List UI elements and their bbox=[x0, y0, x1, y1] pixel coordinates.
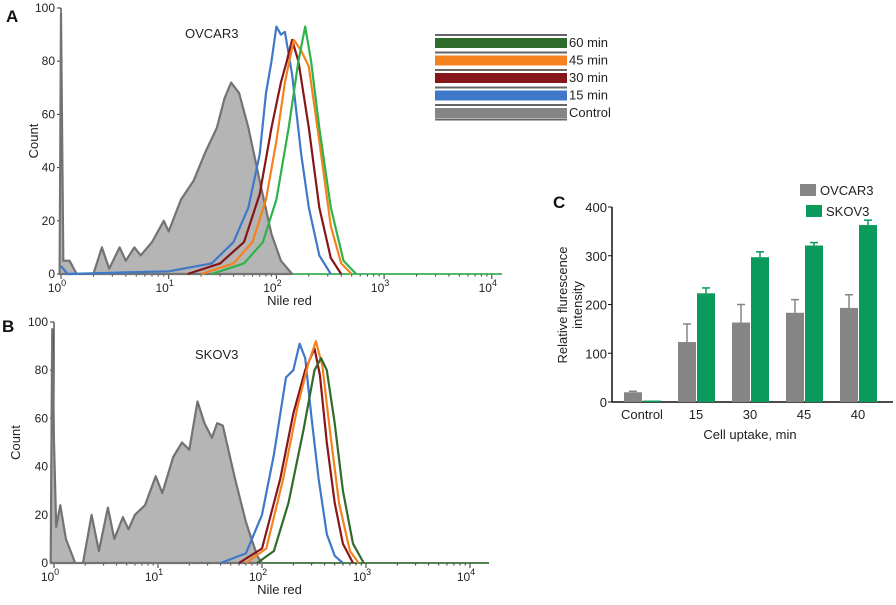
legend-label: 60 min bbox=[569, 35, 608, 50]
y-tick-label: 100 bbox=[35, 1, 55, 15]
x-tick-exponent: 2 bbox=[262, 567, 267, 577]
x-tick-exponent: 2 bbox=[277, 278, 282, 288]
legend-swatch-ovcar3 bbox=[800, 184, 816, 196]
histogram-15-min bbox=[220, 342, 344, 565]
y-tick-label: 40 bbox=[42, 161, 56, 175]
y-axis-label: intensity bbox=[570, 281, 585, 329]
x-tick-label: 30 bbox=[743, 407, 757, 422]
x-tick-label: 101 bbox=[156, 278, 174, 295]
x-tick-exponent: 0 bbox=[61, 278, 66, 288]
histogram-30-min bbox=[187, 38, 343, 276]
x-tick-exponent: 4 bbox=[492, 278, 497, 288]
legend-swatch-15-min bbox=[435, 90, 567, 101]
y-tick-label: 40 bbox=[35, 460, 49, 474]
legend-rule bbox=[435, 118, 567, 121]
legend-rule bbox=[435, 34, 567, 36]
legend-label: OVCAR3 bbox=[820, 183, 873, 198]
x-tick-exponent: 3 bbox=[384, 278, 389, 288]
panel-label-c: C bbox=[553, 193, 565, 212]
x-axis-label: Cell uptake, min bbox=[703, 427, 796, 442]
x-tick-label: 104 bbox=[479, 278, 497, 295]
x-axis-label: Nile red bbox=[257, 582, 302, 597]
y-tick-label: 400 bbox=[585, 200, 607, 215]
panel-title: OVCAR3 bbox=[185, 26, 238, 41]
histogram-60-min bbox=[256, 357, 365, 564]
y-tick-label: 100 bbox=[585, 346, 607, 361]
legend-swatch-skov3 bbox=[806, 205, 822, 217]
y-tick-label: 300 bbox=[585, 249, 607, 264]
x-tick-label: 101 bbox=[145, 567, 163, 584]
y-axis-label: Relative flurescence bbox=[555, 246, 570, 363]
y-tick-label: 80 bbox=[35, 363, 49, 377]
bar-skov3 bbox=[859, 225, 877, 402]
y-tick-label: 100 bbox=[28, 315, 48, 329]
bar-ovcar3 bbox=[840, 307, 858, 402]
x-tick-label: 40 bbox=[851, 407, 865, 422]
legend-swatch-control bbox=[435, 108, 567, 118]
y-axis-label: Count bbox=[8, 425, 23, 460]
legend-rule bbox=[435, 51, 567, 54]
legend-rule bbox=[435, 69, 567, 71]
y-tick-label: 0 bbox=[48, 267, 55, 281]
x-tick-label: 103 bbox=[371, 278, 389, 295]
y-tick-label: 60 bbox=[42, 107, 56, 121]
histogram-45-min bbox=[200, 38, 353, 276]
histogram-control bbox=[58, 12, 294, 276]
legend-rule bbox=[435, 86, 567, 89]
bar-ovcar3 bbox=[624, 392, 642, 402]
x-tick-exponent: 0 bbox=[54, 567, 59, 577]
legend-swatch-60-min bbox=[435, 38, 567, 48]
x-tick-label: 103 bbox=[353, 567, 371, 584]
panel-title: SKOV3 bbox=[195, 347, 238, 362]
x-tick-exponent: 3 bbox=[366, 567, 371, 577]
legend-swatch-45-min bbox=[435, 55, 567, 66]
y-tick-label: 60 bbox=[35, 411, 49, 425]
x-tick-label: 45 bbox=[797, 407, 811, 422]
legend: 60 min 45 min 30 min 15 min Control bbox=[435, 34, 611, 121]
bar-skov3 bbox=[805, 245, 823, 402]
legend-swatch-30-min bbox=[435, 73, 567, 83]
y-axis-label: Count bbox=[26, 123, 41, 158]
y-tick-label: 0 bbox=[41, 556, 48, 570]
histogram-15-min bbox=[60, 25, 332, 276]
bar-ovcar3 bbox=[678, 342, 696, 402]
x-tick-label: 15 bbox=[689, 407, 703, 422]
x-axis-label: Nile red bbox=[267, 293, 312, 308]
bar-skov3 bbox=[697, 293, 715, 402]
bar-skov3 bbox=[751, 257, 769, 402]
bar-ovcar3 bbox=[786, 312, 804, 402]
bar-chart-panel-c: 0 100 200 300 400 Control 15 30 45 40 Cell uptake,… bbox=[555, 183, 893, 442]
histogram-control bbox=[49, 328, 264, 565]
legend-label: SKOV3 bbox=[826, 204, 869, 219]
legend-label: Control bbox=[569, 105, 611, 120]
legend-label: 15 min bbox=[569, 88, 608, 103]
y-tick-label: 20 bbox=[35, 508, 49, 522]
y-tick-label: 80 bbox=[42, 54, 56, 68]
histogram-45-min bbox=[245, 340, 360, 564]
panel-label-a: A bbox=[6, 7, 18, 26]
x-tick-exponent: 1 bbox=[169, 278, 174, 288]
bar-skov3 bbox=[643, 400, 661, 402]
legend-label: 30 min bbox=[569, 70, 608, 85]
legend-label: 45 min bbox=[569, 53, 608, 68]
panel-label-b: B bbox=[2, 317, 14, 336]
legend-rule bbox=[435, 104, 567, 106]
bar-ovcar3 bbox=[732, 322, 750, 402]
x-tick-label: 104 bbox=[457, 567, 475, 584]
y-tick-label: 20 bbox=[42, 214, 56, 228]
x-tick-label: Control bbox=[621, 407, 663, 422]
x-tick-exponent: 1 bbox=[158, 567, 163, 577]
y-tick-label: 0 bbox=[600, 395, 607, 410]
histogram-60-min bbox=[211, 25, 357, 276]
x-tick-exponent: 4 bbox=[470, 567, 475, 577]
y-tick-label: 200 bbox=[585, 298, 607, 313]
